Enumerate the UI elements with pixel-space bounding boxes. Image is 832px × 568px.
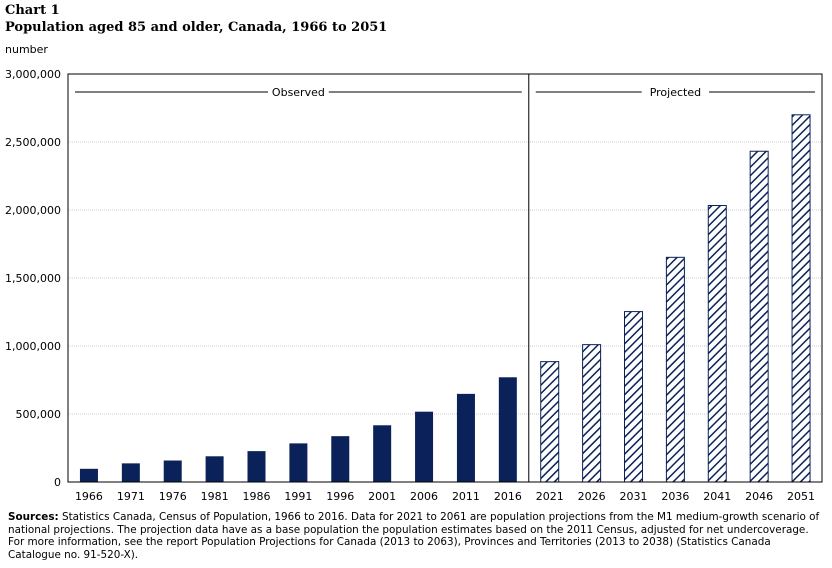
x-tick-label: 2011 — [452, 490, 480, 503]
x-tick-label: 2041 — [703, 490, 731, 503]
y-tick-label: 3,000,000 — [5, 68, 61, 81]
x-tick-label: 2031 — [620, 490, 648, 503]
bar-2041 — [707, 205, 727, 483]
bar-2021 — [540, 361, 560, 483]
bar-1976 — [163, 460, 182, 482]
x-tick-label: 1991 — [284, 490, 312, 503]
x-axis-ticks: 1966 1971 1976 1981 1986 1991 1996 2001 2006 2011… — [75, 490, 815, 503]
bar-2046 — [749, 150, 769, 483]
y-tick-label: 1,500,000 — [5, 272, 61, 285]
sources-text: Statistics Canada, Census of Population,… — [8, 511, 820, 561]
bar-1981 — [205, 456, 224, 482]
y-axis-unit-label: number — [5, 43, 48, 56]
bar-2016 — [498, 377, 517, 482]
x-tick-label: 2026 — [578, 490, 606, 503]
chart-number: Chart 1 — [5, 3, 60, 18]
x-tick-label: 1976 — [159, 490, 187, 503]
y-axis-ticks: 0 500,000 1,000,000 1,500,000 2,000,000 2,500… — [5, 68, 61, 489]
sources-note: Sources: Statistics Canada, Census of Po… — [8, 511, 826, 561]
plot-border — [67, 73, 823, 483]
y-tick-label: 0 — [54, 476, 61, 489]
bar-2006 — [415, 411, 434, 482]
bar-1971 — [121, 463, 140, 482]
bar-2051 — [791, 114, 811, 483]
x-tick-label: 2036 — [661, 490, 689, 503]
x-tick-label: 1981 — [201, 490, 229, 503]
bar-1986 — [247, 451, 266, 482]
x-tick-label: 2016 — [494, 490, 522, 503]
x-tick-label: 2006 — [410, 490, 438, 503]
chart-title: Population aged 85 and older, Canada, 19… — [5, 20, 388, 35]
bar-2031 — [624, 311, 643, 483]
bar-1966 — [79, 468, 98, 482]
y-tick-label: 2,000,000 — [5, 204, 61, 217]
gridlines — [68, 141, 822, 415]
x-tick-label: 2046 — [745, 490, 773, 503]
section-label-observed: Observed — [272, 86, 325, 99]
plot-frame — [67, 73, 823, 483]
bar-2011 — [456, 393, 475, 482]
x-tick-label: 1986 — [243, 490, 271, 503]
bar-chart: Observed Projected 0 500,000 1,000,000 1,500… — [5, 68, 823, 503]
x-tick-label: 1966 — [75, 490, 103, 503]
bar-1996 — [331, 436, 350, 482]
sources-label: Sources: — [8, 511, 59, 523]
y-tick-label: 500,000 — [16, 408, 62, 421]
x-tick-label: 2051 — [787, 490, 815, 503]
bar-2026 — [582, 344, 602, 483]
x-tick-label: 2021 — [536, 490, 564, 503]
x-tick-label: 2001 — [368, 490, 396, 503]
bar-2001 — [373, 425, 392, 482]
section-labels: Observed Projected — [75, 86, 815, 99]
x-tick-label: 1996 — [326, 490, 354, 503]
bar-2036 — [665, 256, 685, 483]
section-label-projected: Projected — [650, 86, 701, 99]
bars — [79, 114, 811, 483]
y-tick-label: 2,500,000 — [5, 136, 61, 149]
y-tick-label: 1,000,000 — [5, 340, 61, 353]
x-tick-label: 1971 — [117, 490, 145, 503]
bar-1991 — [289, 443, 308, 482]
